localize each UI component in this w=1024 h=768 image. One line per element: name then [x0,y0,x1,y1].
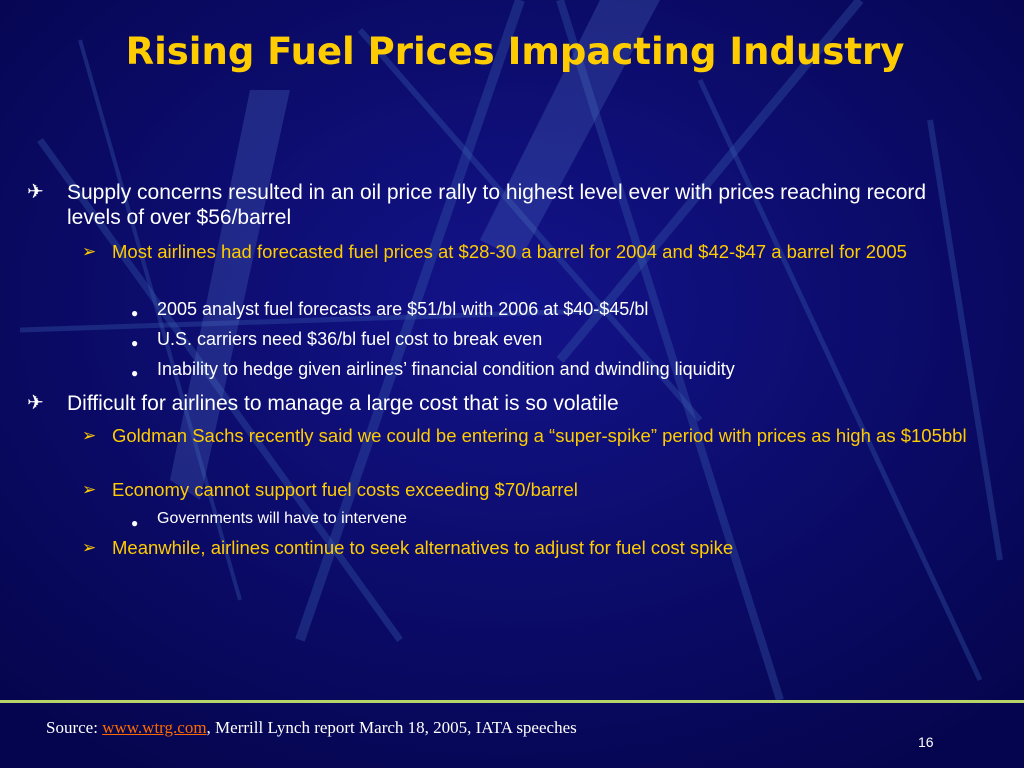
bullet-level3: ● Governments will have to intervene [131,509,997,530]
bullet-level1: ✈ Difficult for airlines to manage a lar… [27,391,967,416]
airplane-icon: ✈ [27,181,44,203]
bullet-text: 2005 analyst fuel forecasts are $51/bl w… [157,299,649,319]
bullet-level3: ● 2005 analyst fuel forecasts are $51/bl… [131,298,997,320]
slide-title: Rising Fuel Prices Impacting Industry [125,30,905,73]
dot-icon: ● [131,336,139,350]
bullet-text: Governments will have to intervene [157,510,407,527]
bullet-level2: ➢ Meanwhile, airlines continue to seek a… [82,537,992,559]
bullet-text: U.S. carriers need $36/bl fuel cost to b… [157,329,543,349]
footer-divider [0,700,1024,703]
bullet-level3: ● Inability to hedge given airlines’ fin… [131,358,997,380]
bullet-text: Economy cannot support fuel costs exceed… [112,479,578,500]
bullet-text: Inability to hedge given airlines’ finan… [157,359,735,379]
bullet-level1: ✈ Supply concerns resulted in an oil pri… [27,180,967,230]
arrow-icon: ➢ [82,480,97,499]
airplane-icon: ✈ [27,392,44,414]
page-number: 16 [918,734,934,750]
bullet-text: Most airlines had forecasted fuel prices… [112,241,907,262]
bullet-text: Supply concerns resulted in an oil price… [67,181,927,229]
source-label: Source: [46,718,98,737]
source-citation: Source: www.wtrg.com, Merrill Lynch repo… [46,718,577,738]
arrow-icon: ➢ [82,242,97,261]
arrow-icon: ➢ [82,426,97,445]
bullet-level2: ➢ Most airlines had forecasted fuel pric… [82,241,992,263]
source-link[interactable]: www.wtrg.com [102,718,207,737]
source-rest: , Merrill Lynch report March 18, 2005, I… [206,718,577,737]
bullet-text: Goldman Sachs recently said we could be … [112,425,967,446]
bullet-level2: ➢ Economy cannot support fuel costs exce… [82,479,992,501]
dot-icon: ● [131,306,139,320]
arrow-icon: ➢ [82,538,97,557]
bullet-text: Meanwhile, airlines continue to seek alt… [112,537,734,558]
bullet-level2: ➢ Goldman Sachs recently said we could b… [82,425,992,447]
bullet-text: Difficult for airlines to manage a large… [67,392,619,415]
dot-icon: ● [131,516,139,530]
bullet-level3: ● U.S. carriers need $36/bl fuel cost to… [131,328,997,350]
dot-icon: ● [131,366,139,380]
